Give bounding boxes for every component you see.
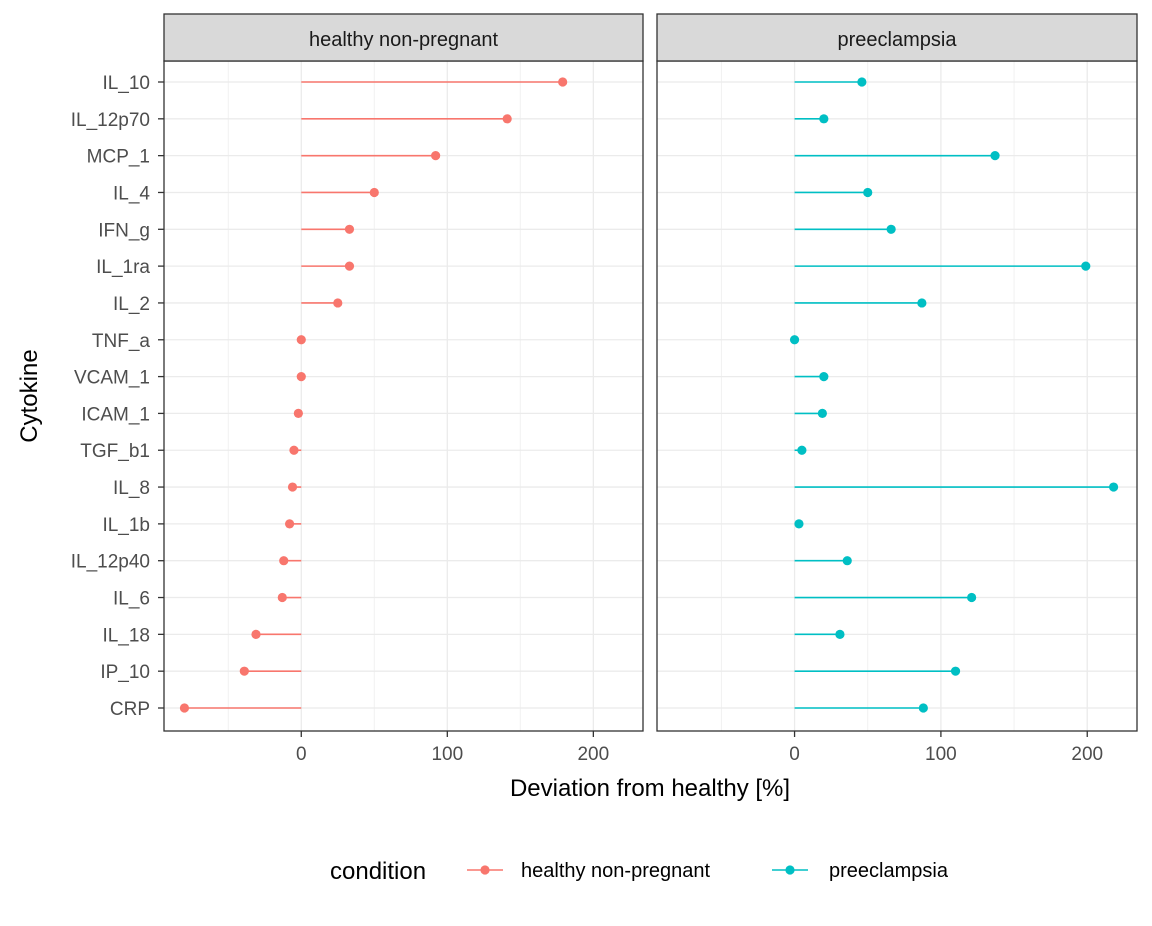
panel-background — [164, 61, 643, 731]
lollipop-point — [333, 298, 343, 308]
y-tick-label: VCAM_1 — [74, 368, 150, 389]
lollipop-point — [296, 335, 306, 345]
lollipop-point — [789, 335, 800, 345]
lollipop-point — [289, 445, 299, 455]
lollipop-point — [277, 592, 287, 603]
y-tick-label: IL_1ra — [96, 257, 150, 278]
legend-key-point — [785, 865, 795, 875]
lollipop-point — [950, 666, 961, 676]
lollipop-point — [344, 261, 355, 271]
lollipop-point — [284, 519, 295, 529]
lollipop-point — [794, 519, 804, 529]
lollipop-point — [296, 371, 306, 382]
lollipop-point — [819, 371, 829, 382]
lollipop-point — [251, 629, 261, 639]
lollipop-point — [863, 187, 873, 198]
y-tick-label: IL_6 — [113, 589, 150, 610]
legend-label: healthy non-pregnant — [521, 860, 710, 882]
y-tick-label: ICAM_1 — [81, 404, 150, 425]
x-tick-label: 200 — [577, 744, 609, 765]
lollipop-point — [1081, 261, 1091, 271]
facet-label: preeclampsia — [838, 29, 958, 51]
facet-label: healthy non-pregnant — [309, 29, 498, 51]
lollipop-point — [918, 703, 928, 713]
lollipop-point — [886, 224, 896, 234]
lollipop-point — [817, 408, 827, 419]
lollipop-point — [369, 187, 379, 198]
x-tick-label: 100 — [925, 744, 957, 765]
lollipop-point — [502, 114, 512, 124]
lollipop-point — [239, 666, 249, 676]
x-tick-label: 100 — [431, 744, 463, 765]
lollipop-point — [917, 298, 927, 308]
lollipop-point — [558, 77, 568, 87]
lollipop-point — [1108, 482, 1119, 492]
lollipop-point — [990, 151, 1000, 161]
lollipop-point — [293, 408, 303, 419]
y-tick-label: CRP — [110, 699, 150, 720]
y-tick-label: IL_18 — [102, 625, 150, 646]
lollipop-point — [287, 482, 298, 492]
y-tick-label: IL_12p40 — [71, 552, 150, 573]
y-tick-label: IL_12p70 — [71, 110, 150, 131]
lollipop-point — [819, 114, 829, 124]
lollipop-point — [179, 703, 190, 713]
legend-label: preeclampsia — [829, 860, 949, 882]
lollipop-point — [797, 445, 807, 455]
x-tick-label: 200 — [1071, 744, 1103, 765]
y-tick-label: IL_1b — [102, 515, 150, 536]
y-tick-label: IFN_g — [98, 220, 150, 241]
x-tick-label: 0 — [296, 744, 307, 765]
facet-strip — [163, 13, 644, 62]
lollipop-point — [967, 592, 977, 603]
lollipop-point — [842, 556, 852, 566]
y-tick-label: TGF_b1 — [80, 441, 150, 462]
y-tick-label: IL_2 — [113, 294, 150, 315]
legend-title: condition — [330, 858, 426, 885]
legend-key-point — [480, 865, 490, 875]
lollipop-point — [431, 151, 441, 161]
lollipop-point — [857, 77, 867, 87]
y-tick-label: TNF_a — [92, 331, 151, 352]
y-tick-label: MCP_1 — [87, 147, 150, 168]
lollipop-point — [344, 224, 355, 234]
lollipop-point — [279, 556, 289, 566]
y-tick-label: IL_10 — [102, 73, 150, 94]
panel-background — [657, 61, 1137, 731]
x-axis-title: Deviation from healthy [%] — [510, 775, 790, 802]
y-axis-title: Cytokine — [16, 349, 43, 442]
y-tick-label: IL_8 — [113, 478, 150, 499]
y-tick-label: IL_4 — [113, 183, 150, 204]
x-tick-label: 0 — [789, 744, 800, 765]
lollipop-point — [835, 629, 845, 639]
y-tick-label: IP_10 — [100, 662, 150, 683]
facet-strip — [656, 13, 1138, 62]
